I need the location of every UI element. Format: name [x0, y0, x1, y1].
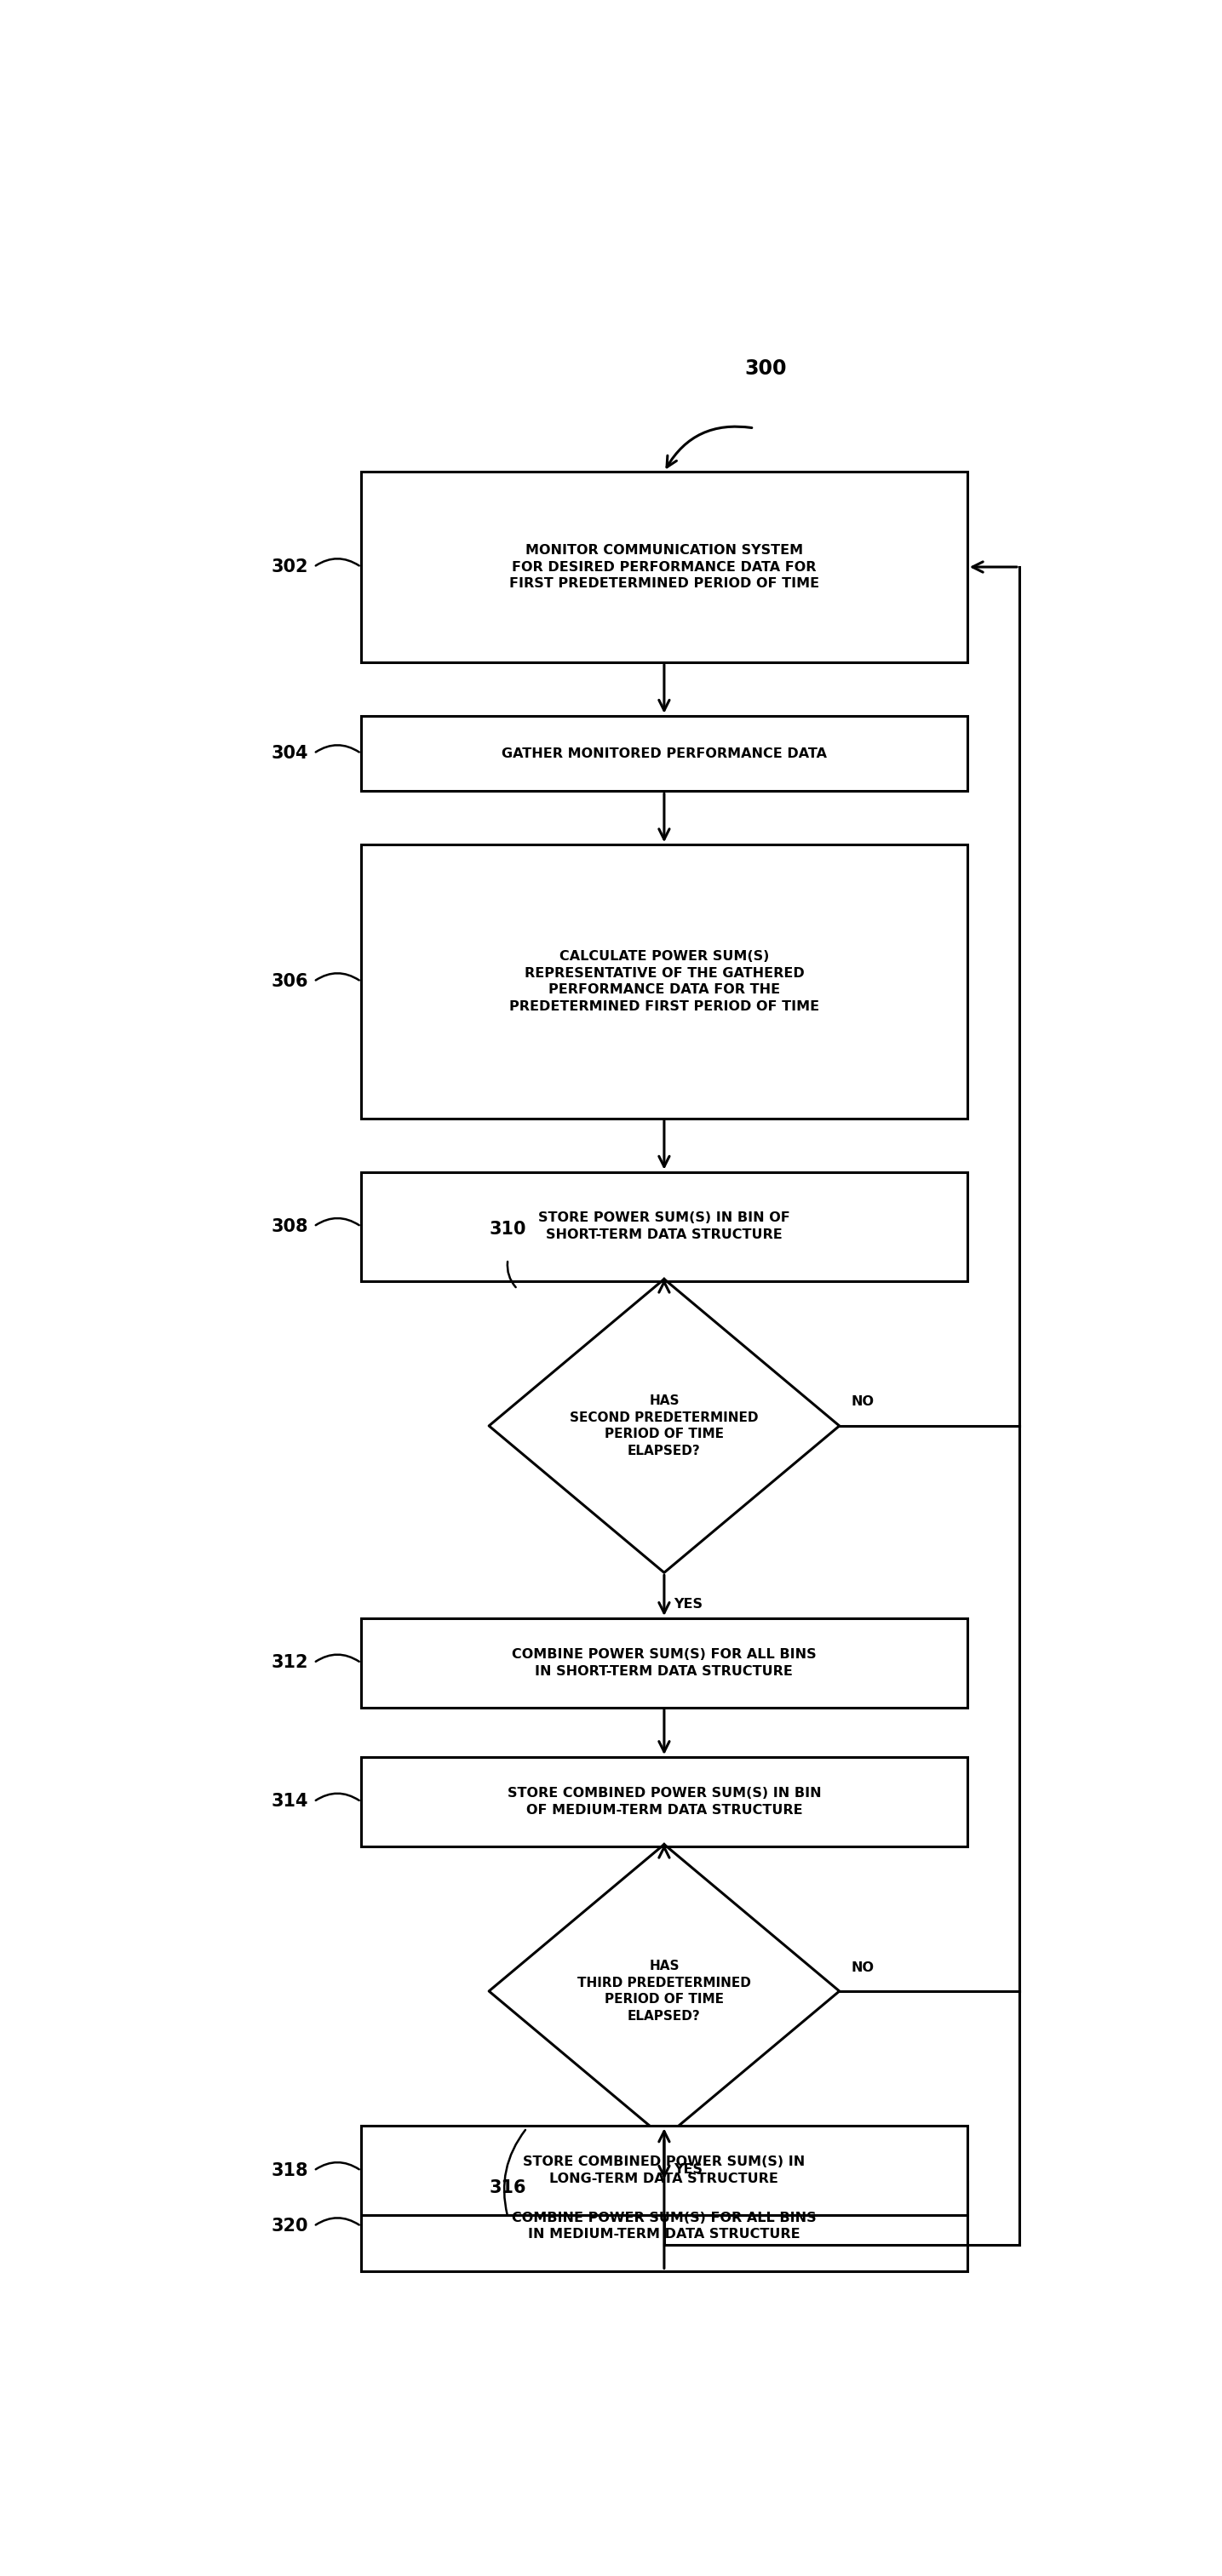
- Text: NO: NO: [852, 1396, 875, 1409]
- Text: HAS
THIRD PREDETERMINED
PERIOD OF TIME
ELAPSED?: HAS THIRD PREDETERMINED PERIOD OF TIME E…: [577, 1960, 752, 2022]
- Polygon shape: [489, 1280, 840, 1571]
- FancyBboxPatch shape: [362, 1172, 968, 1280]
- FancyBboxPatch shape: [362, 1757, 968, 1847]
- Text: MONITOR COMMUNICATION SYSTEM
FOR DESIRED PERFORMANCE DATA FOR
FIRST PREDETERMINE: MONITOR COMMUNICATION SYSTEM FOR DESIRED…: [510, 544, 819, 590]
- Text: 318: 318: [271, 2161, 309, 2179]
- Text: STORE COMBINED POWER SUM(S) IN
LONG-TERM DATA STRUCTURE: STORE COMBINED POWER SUM(S) IN LONG-TERM…: [523, 2156, 805, 2184]
- Text: YES: YES: [673, 2164, 703, 2177]
- FancyBboxPatch shape: [362, 1618, 968, 1708]
- Text: 306: 306: [271, 974, 309, 989]
- Text: STORE POWER SUM(S) IN BIN OF
SHORT-TERM DATA STRUCTURE: STORE POWER SUM(S) IN BIN OF SHORT-TERM …: [538, 1211, 791, 1242]
- Text: NO: NO: [852, 1960, 875, 1973]
- Text: 308: 308: [271, 1218, 309, 1234]
- Text: YES: YES: [673, 1597, 703, 1610]
- Text: HAS
SECOND PREDETERMINED
PERIOD OF TIME
ELAPSED?: HAS SECOND PREDETERMINED PERIOD OF TIME …: [569, 1394, 759, 1458]
- Text: STORE COMBINED POWER SUM(S) IN BIN
OF MEDIUM-TERM DATA STRUCTURE: STORE COMBINED POWER SUM(S) IN BIN OF ME…: [507, 1788, 821, 1816]
- Text: 312: 312: [271, 1654, 309, 1672]
- Text: GATHER MONITORED PERFORMANCE DATA: GATHER MONITORED PERFORMANCE DATA: [501, 747, 827, 760]
- FancyBboxPatch shape: [362, 845, 968, 1118]
- Text: 316: 316: [489, 2179, 527, 2195]
- Text: 314: 314: [271, 1793, 309, 1811]
- Text: 310: 310: [489, 1221, 527, 1239]
- FancyBboxPatch shape: [362, 471, 968, 662]
- FancyBboxPatch shape: [362, 716, 968, 791]
- Text: 302: 302: [271, 559, 309, 574]
- Text: CALCULATE POWER SUM(S)
REPRESENTATIVE OF THE GATHERED
PERFORMANCE DATA FOR THE
P: CALCULATE POWER SUM(S) REPRESENTATIVE OF…: [510, 951, 819, 1012]
- FancyBboxPatch shape: [362, 2182, 968, 2272]
- Text: COMBINE POWER SUM(S) FOR ALL BINS
IN SHORT-TERM DATA STRUCTURE: COMBINE POWER SUM(S) FOR ALL BINS IN SHO…: [512, 1649, 816, 1677]
- Text: 304: 304: [271, 744, 309, 762]
- Text: COMBINE POWER SUM(S) FOR ALL BINS
IN MEDIUM-TERM DATA STRUCTURE: COMBINE POWER SUM(S) FOR ALL BINS IN MED…: [512, 2210, 816, 2241]
- Polygon shape: [489, 1844, 840, 2138]
- Text: 320: 320: [271, 2218, 309, 2236]
- FancyBboxPatch shape: [362, 2125, 968, 2215]
- Text: 300: 300: [744, 358, 787, 379]
